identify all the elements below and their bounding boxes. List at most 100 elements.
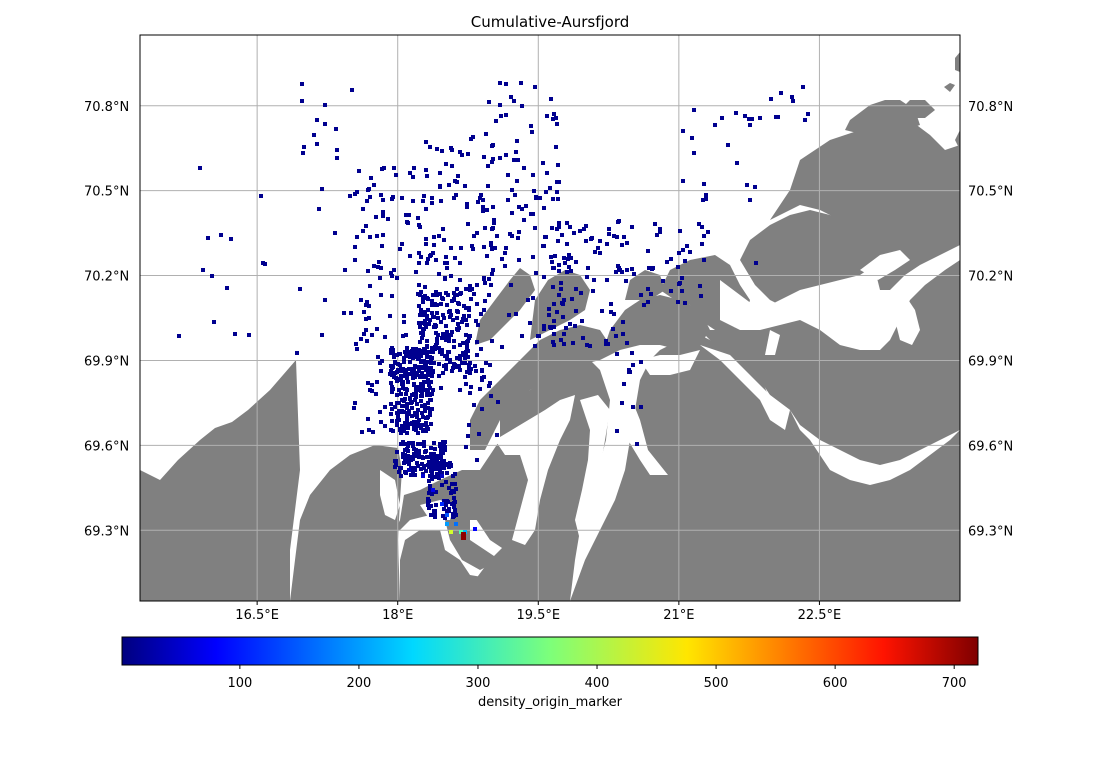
density-cell-dense bbox=[420, 390, 424, 394]
density-cell bbox=[699, 294, 703, 298]
density-cell bbox=[206, 236, 210, 240]
density-cell-dense bbox=[450, 489, 454, 493]
density-cell-dense bbox=[397, 470, 401, 474]
colorbar-label: density_origin_marker bbox=[478, 695, 623, 710]
density-cell bbox=[370, 383, 374, 387]
density-cell bbox=[335, 148, 339, 152]
density-cell bbox=[488, 381, 492, 385]
colorbar bbox=[121, 636, 979, 666]
y-tick-label-left: 70.5°N bbox=[84, 185, 129, 200]
density-cell-dense bbox=[452, 291, 456, 295]
density-cell-dense bbox=[406, 444, 410, 448]
density-cell-dense bbox=[389, 412, 393, 416]
density-cell bbox=[557, 263, 561, 267]
density-cell bbox=[701, 198, 705, 202]
density-cell bbox=[380, 244, 384, 248]
density-cell-dense bbox=[404, 471, 408, 475]
density-cell bbox=[476, 323, 480, 327]
density-cell-dense bbox=[453, 482, 457, 486]
density-cell bbox=[418, 325, 422, 329]
y-tick-label-right: 69.9°N bbox=[968, 354, 1013, 369]
density-cell-dense bbox=[465, 323, 469, 327]
density-cell bbox=[748, 123, 752, 127]
density-cell bbox=[669, 257, 673, 261]
density-cell bbox=[455, 356, 459, 360]
density-cell bbox=[676, 265, 680, 269]
density-cell bbox=[432, 361, 436, 365]
density-cell-dense bbox=[428, 488, 432, 492]
density-cell-dense bbox=[402, 399, 406, 403]
density-cell bbox=[489, 283, 493, 287]
density-cell bbox=[490, 339, 494, 343]
density-cell bbox=[315, 142, 319, 146]
density-cell-high bbox=[449, 530, 453, 534]
density-cell bbox=[461, 317, 465, 321]
density-cell bbox=[622, 382, 626, 386]
density-cell-dense bbox=[401, 455, 405, 459]
density-cell-dense bbox=[460, 320, 464, 324]
density-cell bbox=[567, 265, 571, 269]
density-cell-dense bbox=[399, 431, 403, 435]
density-cell-dense bbox=[424, 449, 428, 453]
density-cell-dense bbox=[416, 464, 420, 468]
dense-plume bbox=[389, 290, 477, 540]
density-cell bbox=[480, 407, 484, 411]
density-cell bbox=[431, 388, 435, 392]
density-cell-dense bbox=[422, 444, 426, 448]
y-tick-label-right: 69.6°N bbox=[968, 439, 1013, 454]
density-cell-dense bbox=[402, 404, 406, 408]
density-cell bbox=[375, 380, 379, 384]
density-cell bbox=[655, 233, 659, 237]
density-cell bbox=[422, 194, 426, 198]
density-cell-dense bbox=[426, 497, 430, 501]
density-cell bbox=[609, 310, 613, 314]
density-cell-dense bbox=[428, 474, 432, 478]
density-cell bbox=[424, 242, 428, 246]
density-cell bbox=[362, 332, 366, 336]
density-cell-dense bbox=[449, 463, 453, 467]
density-cell bbox=[360, 430, 364, 434]
x-tick-label: 22.5°E bbox=[798, 608, 842, 623]
density-cell bbox=[509, 283, 513, 287]
density-cell-dense bbox=[432, 452, 436, 456]
density-cell-dense bbox=[398, 466, 402, 470]
density-cell bbox=[495, 234, 499, 238]
y-tick-label-right: 70.5°N bbox=[968, 185, 1013, 200]
density-cell bbox=[391, 195, 395, 199]
density-cell bbox=[503, 264, 507, 268]
density-cell-dense bbox=[404, 352, 408, 356]
density-cell bbox=[414, 270, 418, 274]
density-cell bbox=[700, 242, 704, 246]
density-cell bbox=[704, 193, 708, 197]
density-cell bbox=[533, 226, 537, 230]
density-cell-dense bbox=[437, 346, 441, 350]
density-cell bbox=[515, 179, 519, 183]
density-cell-high bbox=[421, 474, 425, 478]
density-cell-dense bbox=[412, 382, 416, 386]
density-cell bbox=[482, 245, 486, 249]
density-cell bbox=[551, 285, 555, 289]
density-cell-dense bbox=[399, 474, 403, 478]
density-cell bbox=[625, 268, 629, 272]
land-polygon bbox=[860, 160, 960, 240]
density-cell bbox=[390, 294, 394, 298]
density-cell bbox=[584, 239, 588, 243]
density-cell bbox=[355, 347, 359, 351]
density-cell-dense bbox=[423, 310, 427, 314]
density-cell-dense bbox=[441, 460, 445, 464]
density-cell bbox=[745, 183, 749, 187]
density-cell-dense bbox=[433, 347, 437, 351]
density-cell-dense bbox=[398, 427, 402, 431]
density-cell bbox=[366, 188, 370, 192]
density-cell-dense bbox=[425, 314, 429, 318]
density-cell-dense bbox=[431, 293, 435, 297]
land-polygon bbox=[570, 335, 960, 601]
density-cell-dense bbox=[411, 441, 415, 445]
density-cell-dense bbox=[399, 378, 403, 382]
density-cell bbox=[517, 230, 521, 234]
density-cell bbox=[486, 164, 490, 168]
density-cell-dense bbox=[438, 350, 442, 354]
density-cell bbox=[681, 248, 685, 252]
density-cell-dense bbox=[435, 457, 439, 461]
density-cell-dense bbox=[429, 446, 433, 450]
